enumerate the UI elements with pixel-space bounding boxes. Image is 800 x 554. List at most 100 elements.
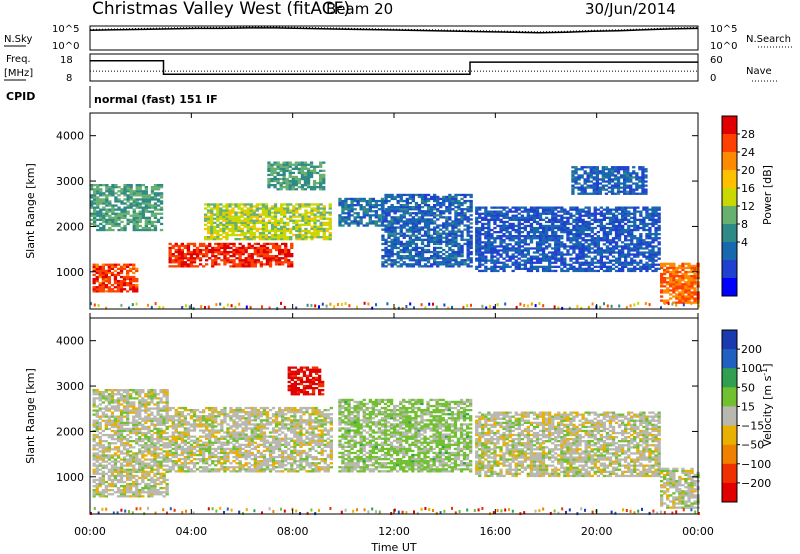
heatmap-cell [466, 250, 470, 254]
heatmap-cell [101, 433, 105, 437]
heatmap-cell [496, 245, 500, 248]
heatmap-cell [463, 259, 467, 262]
heatmap-cell [663, 277, 667, 280]
heatmap-cell [657, 214, 661, 217]
heatmap-cell [617, 249, 622, 252]
heatmap-cell [350, 201, 354, 205]
heatmap-cell [535, 255, 540, 258]
heatmap-cell [591, 302, 594, 306]
heatmap-cell [104, 409, 108, 412]
heatmap-cell [92, 464, 96, 467]
heatmap-cell [526, 220, 530, 224]
heatmap-cell [261, 305, 263, 309]
heatmap-cell [258, 233, 262, 237]
heatmap-cell [322, 221, 326, 224]
heatmap-cell [399, 234, 403, 237]
heatmap-cell [126, 188, 130, 191]
heatmap-cell [96, 206, 100, 209]
heatmap-cell [629, 186, 633, 189]
heatmap-cell [610, 186, 615, 189]
heatmap-cell [249, 205, 253, 208]
heatmap-cell [105, 208, 109, 211]
heatmap-cell [104, 466, 108, 469]
heatmap-cell [234, 225, 238, 228]
heatmap-cell [630, 235, 634, 238]
heatmap-cell [202, 242, 206, 246]
heatmap-cell [645, 228, 649, 232]
heatmap-cell [119, 491, 124, 494]
heatmap-cell [454, 206, 458, 209]
heatmap-cell [414, 261, 419, 264]
heatmap-cell [219, 211, 223, 214]
heatmap-cell [399, 206, 403, 209]
heatmap-cell [633, 206, 637, 209]
heatmap-cell [228, 233, 232, 237]
heatmap-cell [98, 290, 102, 293]
heatmap-cell [105, 306, 108, 310]
heatmap-cell [475, 228, 479, 232]
heatmap-cell [439, 257, 443, 260]
heatmap-cell [557, 226, 561, 230]
heatmap-cell [135, 218, 139, 221]
heatmap-cell [92, 413, 96, 416]
heatmap-cell [255, 205, 259, 208]
heatmap-cell [284, 248, 288, 252]
heatmap-cell [113, 466, 118, 469]
heatmap-cell [541, 247, 546, 250]
heatmap-cell [430, 210, 434, 213]
heatmap-cell [90, 186, 94, 189]
heatmap-cell [390, 253, 394, 256]
heatmap-cell [119, 476, 124, 480]
heatmap-cell [630, 233, 634, 236]
heatmap-cell [575, 239, 579, 242]
heatmap-cell [240, 227, 244, 231]
heatmap-cell [423, 234, 428, 237]
heatmap-cell [288, 169, 292, 172]
heatmap-cell [264, 223, 269, 226]
heatmap-cell [663, 291, 667, 294]
heatmap-cell [102, 226, 106, 230]
heatmap-cell [584, 241, 588, 244]
heatmap-cell [102, 198, 106, 201]
heatmap-cell [240, 207, 244, 210]
heatmap-cell [185, 304, 187, 308]
heatmap-cell [602, 216, 606, 219]
heatmap-cell [445, 242, 449, 246]
heatmap-cell [644, 176, 648, 179]
heatmap-cell [267, 221, 272, 224]
heatmap-cell [273, 229, 278, 233]
heatmap-cell [499, 218, 503, 221]
heatmap-cell [371, 199, 375, 203]
heatmap-cell [210, 221, 214, 224]
heatmap-cell [417, 230, 422, 233]
heatmap-cell [261, 207, 266, 210]
heatmap-cell [183, 244, 187, 248]
heatmap-cell [654, 228, 658, 232]
heatmap-cell [469, 259, 473, 262]
heatmap-cell [487, 267, 491, 270]
heatmap-cell [393, 197, 397, 201]
heatmap-cell [575, 245, 579, 248]
heatmap-cell [264, 221, 269, 224]
heatmap-cell [98, 431, 102, 435]
heatmap-cell [611, 237, 616, 240]
heatmap-cell [642, 226, 646, 230]
heatmap-cell [122, 493, 127, 496]
heatmap-cell [95, 275, 99, 279]
heatmap-cell [264, 236, 269, 239]
heatmap-cell [402, 216, 406, 219]
heatmap-cell [496, 237, 500, 240]
heatmap-cell [642, 243, 646, 246]
heatmap-cell [402, 257, 406, 260]
heatmap-cell [399, 232, 403, 235]
heatmap-cell [202, 255, 206, 258]
heatmap-cell [651, 224, 655, 228]
heatmap-cell [545, 231, 549, 234]
heatmap-cell [563, 222, 567, 226]
heatmap-cell [408, 208, 412, 211]
heatmap-cell [113, 474, 118, 478]
heatmap-cell [616, 186, 621, 189]
heatmap-cell [281, 253, 285, 256]
heatmap-cell [104, 460, 108, 463]
heatmap-cell [319, 229, 323, 233]
